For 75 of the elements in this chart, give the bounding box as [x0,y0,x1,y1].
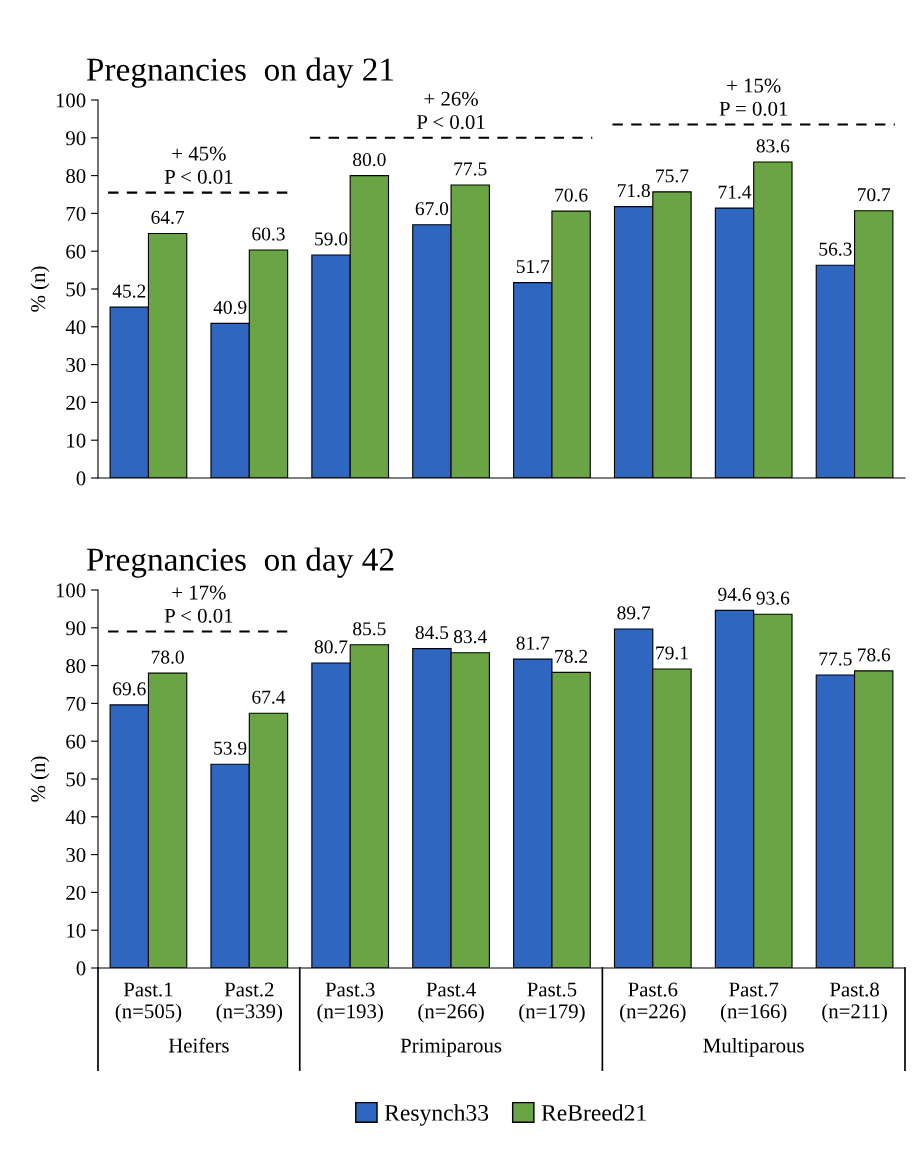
x-tick-label: Past.8 (n=211) [822,982,887,1023]
text: 75.7 [656,169,689,183]
text: 45.2 [112,284,146,298]
x-tick-label: Past.5 (n=179) [519,982,585,1023]
text: 67.0 [415,202,449,216]
y-tick-label: 90 [66,131,86,146]
x-tick-label: Past.6 (n=226) [620,982,686,1023]
annotation: + 15% P = 0.01 [719,78,788,116]
y-tick-label: 90 [66,621,86,636]
text: 84.5 [415,625,449,640]
y-tick-label: 10 [67,433,86,448]
text: 78.2 [555,649,588,663]
y-tick-label: 50 [66,772,86,787]
text: 83.6 [756,139,790,153]
x-tick-label: Past.1 (n=505) [115,982,182,1023]
y-tick-label: 30 [66,357,86,373]
y-tick-label: 10 [67,923,86,938]
x-tick-label: Past.3 (n=193) [317,982,383,1023]
legend-label: ReBreed21 [541,1104,646,1121]
y-tick-label: 100 [56,583,86,598]
text: Heifers [168,1037,229,1053]
x-tick-label: Past.4 (n=266) [418,982,484,1023]
x-tick-label: Past.2 (n=339) [216,982,283,1023]
y-tick-label: 60 [66,244,86,259]
text: 79.1 [656,646,688,660]
chart-title: Pregnancies on day 21 [86,57,394,88]
text: 93.6 [756,591,790,605]
y-tick-label: 20 [66,395,86,410]
annotation: + 26% P < 0.01 [416,91,485,130]
text: 71.4 [718,185,752,199]
text: 80.7 [314,640,348,654]
y-tick-label: 60 [66,734,86,749]
y-tick-label: 0 [76,961,86,976]
text: 78.0 [151,650,184,664]
text: 70.6 [555,188,588,202]
annotation: + 45% P < 0.01 [164,146,233,184]
text: 85.5 [353,622,386,636]
text: 89.7 [617,606,651,620]
y-tick-label: 50 [66,282,86,297]
text: 94.6 [718,587,751,601]
y-tick-label: 70 [66,696,86,711]
x-tick-label: Past.7 (n=166) [720,982,787,1023]
text: Multiparous [703,1037,804,1057]
text: 81.7 [516,636,550,650]
y-tick-label: 40 [65,810,86,825]
text: 77.5 [819,652,852,666]
y-tick-label: 100 [56,93,86,108]
y-tick-label: 80 [66,658,86,674]
text: 40.9 [213,300,247,314]
text: 51.7 [516,260,550,274]
text: 53.9 [214,741,247,755]
y-tick-label: 20 [66,885,86,900]
y-tick-label: 0 [76,471,86,486]
annotation: + 17% P < 0.01 [164,585,233,623]
y-tick-label: 80 [66,168,86,184]
text: 80.0 [353,152,386,167]
text: 64.7 [151,210,185,225]
text: Primiparous [400,1038,502,1057]
legend-label: Resynch33 [384,1104,489,1126]
y-tick-label: 40 [65,320,86,335]
text: 59.0 [315,232,348,246]
text: 67.4 [252,690,286,704]
text: 60.3 [252,227,285,241]
text: 83.4 [453,630,487,644]
text: 69.6 [113,682,146,696]
text: 70.7 [858,188,891,202]
y-axis-title: % (n) [30,266,50,312]
y-axis-title: % (n) [30,756,50,802]
chart-title: Pregnancies on day 42 [86,547,394,578]
text: 71.8 [617,183,650,198]
y-tick-label: 30 [66,847,86,863]
text: 77.5 [454,162,487,176]
y-tick-label: 70 [66,206,86,221]
text: 78.6 [858,648,891,662]
text: 56.3 [819,242,852,256]
